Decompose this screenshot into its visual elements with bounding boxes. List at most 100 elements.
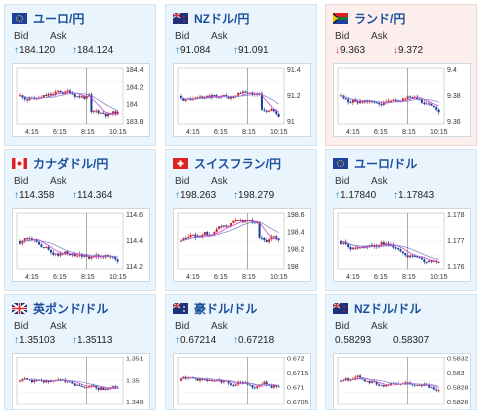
candle-body: [375, 382, 378, 385]
candlestick-chart[interactable]: 0.5832 0.583 0.5828 0.5826: [333, 353, 471, 409]
rate-card[interactable]: NZドル/円 Bid Ask ↑91.084 ↑91.091 91.4 91.2 91 4:15…: [165, 4, 317, 146]
candle-body: [107, 388, 110, 390]
candle-body: [194, 97, 197, 99]
card-header[interactable]: 豪ドル/ドル: [173, 299, 257, 317]
candle-body: [411, 383, 414, 385]
candle-body: [378, 384, 381, 386]
candle-body: [76, 96, 79, 98]
bid-value: 91.084: [180, 45, 211, 56]
up-arrow-icon: ↑: [72, 190, 77, 201]
rate-card[interactable]: スイスフラン/円 Bid Ask ↑198.263 ↑198.279 198.6 198.4…: [165, 149, 317, 291]
x-tick-label: 8:15: [81, 129, 95, 136]
rate-card[interactable]: 英ポンド/ドル Bid Ask ↑1.35103 ↑1.35113 1.351 1.35 1.…: [4, 294, 156, 410]
x-tick-label: 10:15: [270, 129, 288, 136]
candle-body: [38, 241, 41, 245]
candle-body: [83, 96, 86, 99]
candlestick-chart[interactable]: 0.672 0.6715 0.671 0.6705: [173, 353, 311, 409]
candle-body: [47, 246, 50, 250]
card-header[interactable]: NZドル/ドル: [333, 299, 421, 317]
candle-body: [203, 232, 206, 235]
candle-body: [387, 100, 390, 102]
x-tick-label: 6:15: [214, 129, 228, 136]
candle-body: [116, 387, 119, 389]
candle-body: [230, 96, 232, 99]
card-header[interactable]: スイスフラン/円: [173, 154, 281, 172]
candle-body: [196, 97, 199, 99]
candlestick-chart[interactable]: 184.4 184.2 184 183.8 4:15 6:15 8:15 10:15: [12, 63, 150, 137]
candle-body: [237, 93, 240, 96]
up-arrow-icon: ↑: [175, 190, 180, 201]
card-header[interactable]: ランド/円: [333, 9, 405, 27]
currency-pair-name[interactable]: NZドル/円: [194, 11, 250, 26]
ask-label: Ask: [50, 176, 67, 187]
y-tick-label: 114.6: [126, 212, 143, 219]
card-header[interactable]: 英ポンド/ドル: [12, 299, 108, 317]
currency-pair-name[interactable]: カナダドル/円: [33, 156, 109, 171]
rate-card[interactable]: ユーロ/ドル Bid Ask ↑1.17840 ↑1.17843 1.178 1.177 1.…: [325, 149, 477, 291]
candle-body: [435, 107, 438, 110]
currency-pair-name[interactable]: スイスフラン/円: [194, 156, 281, 171]
candle-body: [196, 378, 199, 381]
candlestick-chart[interactable]: 91.4 91.2 91 4:15 6:15 8:15 10:15: [173, 63, 311, 137]
currency-pair-name[interactable]: NZドル/ドル: [354, 301, 422, 316]
candle-body: [116, 111, 119, 115]
candle-body: [199, 96, 202, 98]
candle-body: [23, 378, 26, 380]
currency-pair-name[interactable]: ユーロ/ドル: [354, 156, 418, 171]
rate-card[interactable]: ランド/円 Bid Ask ↓9.363 ↓9.372 9.4 9.38 9.36 4:15 6:…: [325, 4, 477, 146]
candle-body: [409, 255, 412, 258]
candle-body: [351, 99, 354, 103]
bid-value: 114.358: [19, 190, 55, 201]
candle-body: [33, 379, 36, 383]
candlestick-chart[interactable]: 1.351 1.35 1.349: [12, 353, 150, 409]
currency-pair-name[interactable]: ランド/円: [354, 11, 406, 26]
candle-body: [66, 381, 69, 383]
candle-body: [23, 238, 26, 241]
candle-body: [220, 226, 223, 228]
y-tick-label: 184.2: [126, 84, 144, 91]
candle-body: [187, 237, 190, 239]
y-tick-label: 114.4: [126, 238, 143, 245]
candle-body: [244, 91, 247, 93]
bid-label: Bid: [335, 321, 350, 332]
card-header[interactable]: ユーロ/円: [12, 9, 84, 27]
candlestick-chart[interactable]: 198.6 198.4 198.2 198 4:15 6:15 8:15 10:15: [173, 208, 311, 282]
currency-pair-name[interactable]: 英ポンド/ドル: [33, 301, 109, 316]
candle-body: [19, 380, 21, 382]
candle-body: [390, 382, 392, 386]
candle-body: [392, 244, 395, 248]
candle-body: [52, 252, 55, 255]
candle-body: [430, 103, 433, 106]
candle-body: [413, 384, 416, 386]
x-tick-label: 10:15: [430, 129, 448, 136]
candle-body: [380, 385, 383, 386]
bid-value: 1.35103: [19, 335, 56, 346]
currency-pair-name[interactable]: ユーロ/円: [33, 11, 85, 26]
card-header[interactable]: ユーロ/ドル: [333, 154, 417, 172]
up-arrow-icon: ↑: [14, 45, 19, 56]
card-header[interactable]: カナダドル/円: [12, 154, 108, 172]
candle-body: [363, 246, 366, 248]
ask-label: Ask: [211, 176, 228, 187]
rate-card[interactable]: NZドル/ドル Bid Ask 0.58293 0.58307 0.5832 0.583 0.…: [325, 294, 477, 410]
candle-body: [218, 226, 221, 230]
candle-body: [413, 96, 416, 98]
card-header[interactable]: NZドル/円: [173, 9, 249, 27]
candlestick-chart[interactable]: 9.4 9.38 9.36 4:15 6:15 8:15 10:15: [333, 63, 471, 137]
candlestick-chart[interactable]: 114.6 114.4 114.2 4:15 6:15 8:15 10:15: [12, 208, 150, 282]
candlestick-chart[interactable]: 1.178 1.177 1.176 4:15 6:15 8:15 10:15: [333, 208, 471, 282]
bid-value: 0.58293: [335, 335, 372, 346]
candle-body: [340, 380, 342, 382]
rate-card[interactable]: カナダドル/円 Bid Ask ↑114.358 ↑114.364 114.6 114.4 1…: [4, 149, 156, 291]
candle-body: [382, 102, 385, 105]
candle-body: [208, 380, 211, 381]
moving-average-long: [19, 239, 118, 258]
currency-pair-name[interactable]: 豪ドル/ドル: [194, 301, 258, 316]
candle-body: [49, 380, 52, 383]
rate-card[interactable]: 豪ドル/ドル Bid Ask ↑0.67214 ↑0.67218 0.672 0.6715 0…: [165, 294, 317, 410]
candle-body: [225, 225, 228, 227]
rate-card[interactable]: ユーロ/円 Bid Ask ↑184.120 ↑184.124 184.4 184.2 184…: [4, 4, 156, 146]
ask-label: Ask: [371, 31, 388, 42]
candle-body: [265, 110, 268, 112]
